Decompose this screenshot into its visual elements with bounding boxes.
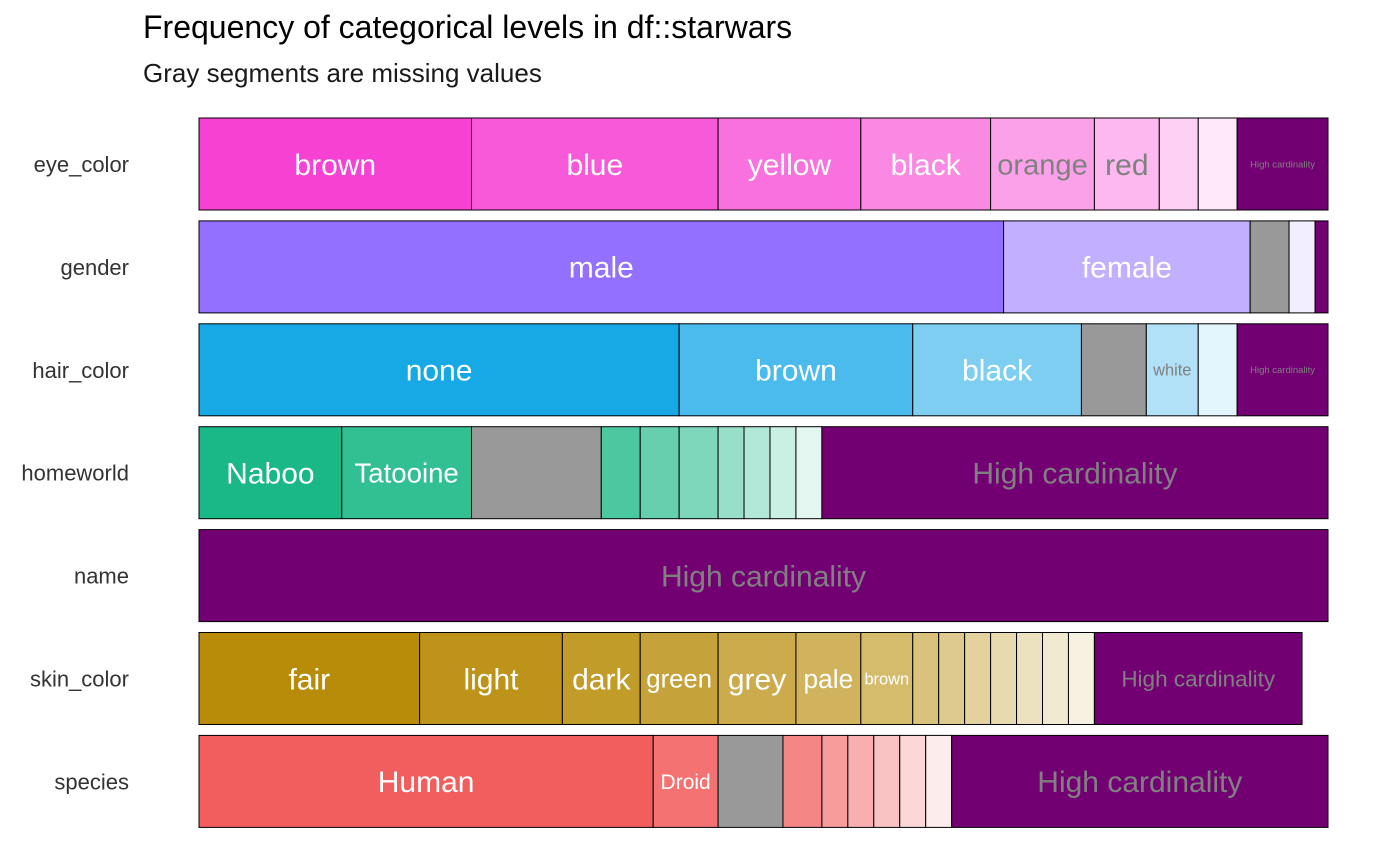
segment-label: blue <box>566 149 623 182</box>
level-segment <box>873 734 901 828</box>
bar-row-name: name High cardinality <box>74 529 1329 623</box>
level-segment <box>1197 117 1238 211</box>
missing-segment <box>1080 323 1147 417</box>
segment-label: Naboo <box>226 458 314 491</box>
missing-segment <box>717 734 784 828</box>
level-segment <box>678 323 914 417</box>
bar-row-species: species Human Droid High cardinality <box>54 734 1329 828</box>
level-segment <box>717 117 862 211</box>
level-segment <box>782 734 823 828</box>
level-segment <box>652 734 719 828</box>
level-segment <box>600 426 641 520</box>
level-segment <box>912 323 1082 417</box>
level-segment <box>639 426 680 520</box>
segment-label: orange <box>997 149 1088 181</box>
high-cardinality-segment <box>1236 117 1329 211</box>
level-segment <box>678 426 719 520</box>
segment-label: Human <box>378 766 475 799</box>
level-segment <box>912 632 940 725</box>
segment-label: black <box>962 355 1033 388</box>
segment-label: dark <box>572 663 631 696</box>
level-segment <box>925 734 953 828</box>
bar-row-homeworld: homeworld Naboo Tatooine High cardinality <box>21 426 1329 520</box>
segment-label: brown <box>755 355 837 388</box>
level-segment <box>821 734 849 828</box>
segment-label: red <box>1105 149 1148 182</box>
chart-subtitle: Gray segments are missing values <box>143 58 542 88</box>
high-cardinality-segment <box>198 529 1329 623</box>
row-label: eye_color <box>34 152 129 177</box>
row-label: name <box>74 564 129 589</box>
bar-row-gender: gender male female <box>60 220 1329 314</box>
segment-label: male <box>569 252 634 285</box>
segment-label: female <box>1082 252 1172 285</box>
level-segment <box>198 323 680 417</box>
segment-label: light <box>463 663 519 696</box>
segment-label: Droid <box>661 771 711 794</box>
missing-segment <box>471 426 602 520</box>
segment-label: none <box>406 355 473 388</box>
segment-label: brown <box>864 670 909 688</box>
level-segment <box>990 632 1018 725</box>
level-segment <box>198 734 654 828</box>
level-segment <box>795 426 823 520</box>
level-segment <box>1093 117 1160 211</box>
level-segment <box>198 117 473 211</box>
segment-label: white <box>1152 362 1191 380</box>
bar-row-skin-color: skin_color fair light dark green grey pale brow… <box>30 632 1303 725</box>
level-segment <box>1042 632 1069 725</box>
level-segment <box>847 734 875 828</box>
segment-label: pale <box>804 664 854 694</box>
level-segment <box>899 734 927 828</box>
level-segment <box>990 117 1095 211</box>
row-label: species <box>54 769 129 794</box>
level-segment <box>1288 220 1316 314</box>
high-cardinality-segment <box>821 426 1329 520</box>
missing-segment <box>1249 220 1290 314</box>
level-segment <box>1197 323 1238 417</box>
row-label: gender <box>60 255 129 280</box>
level-segment <box>1016 632 1043 725</box>
segment-label: fair <box>288 663 330 696</box>
level-segment <box>769 426 797 520</box>
high-cardinality-segment <box>1093 632 1303 725</box>
bar-row-eye-color: eye_color brown blue yellow black orange red Hi… <box>34 117 1329 211</box>
level-segment <box>743 426 771 520</box>
high-cardinality-segment <box>1314 220 1329 314</box>
level-segment <box>717 632 797 725</box>
level-segment <box>938 632 966 725</box>
level-segment <box>1003 220 1251 314</box>
segment-label: High cardinality <box>661 560 866 593</box>
row-label: homeworld <box>21 461 129 486</box>
level-segment <box>860 117 992 211</box>
level-segment <box>561 632 641 725</box>
row-label: hair_color <box>32 358 129 383</box>
row-label: skin_color <box>30 667 129 692</box>
level-segment <box>795 632 862 725</box>
segment-label: Tatooine <box>354 458 458 489</box>
high-cardinality-segment <box>1236 323 1329 417</box>
segment-label: High cardinality <box>972 458 1177 491</box>
level-segment <box>198 220 1005 314</box>
segment-label: grey <box>728 663 786 696</box>
high-cardinality-segment <box>951 734 1329 828</box>
level-segment <box>1158 117 1199 211</box>
segment-label: brown <box>294 149 376 182</box>
bar-row-hair-color: hair_color none brown black white High cardin… <box>32 323 1329 417</box>
segment-label: High cardinality <box>1037 766 1242 799</box>
level-segment <box>1067 632 1095 725</box>
segment-label: green <box>646 666 712 694</box>
level-segment <box>1145 323 1199 417</box>
level-segment <box>964 632 992 725</box>
segment-label: High cardinality <box>1250 365 1315 376</box>
segment-label: High cardinality <box>1121 667 1276 692</box>
level-segment <box>419 632 563 725</box>
segment-label: yellow <box>748 149 832 182</box>
level-segment <box>717 426 745 520</box>
chart-title: Frequency of categorical levels in df::s… <box>143 9 793 45</box>
segment-label: High cardinality <box>1250 159 1315 170</box>
segment-label: black <box>891 149 962 182</box>
